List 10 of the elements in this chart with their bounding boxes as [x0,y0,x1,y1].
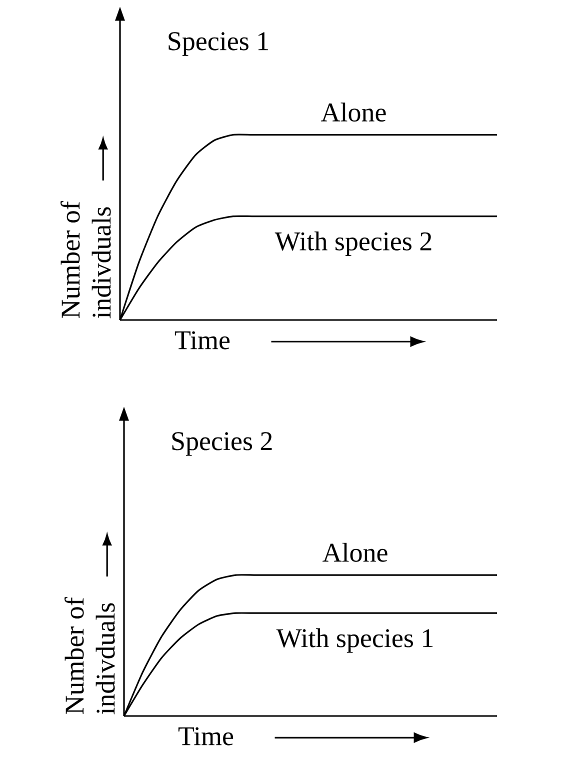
chart-title: Species 2 [172,432,272,456]
y-axis-title: Number of indivduals [64,597,115,714]
series-label: Alone [322,542,388,562]
x-axis-title: Time [174,331,230,350]
series-label: With species 2 [274,231,432,256]
y-axis-title: Number of indivduals [60,201,111,318]
chart-title: Species 1 [168,32,268,56]
x-axis-title: Time [178,727,234,746]
series-label: Alone [321,102,386,122]
series-label: With species 1 [276,628,433,653]
